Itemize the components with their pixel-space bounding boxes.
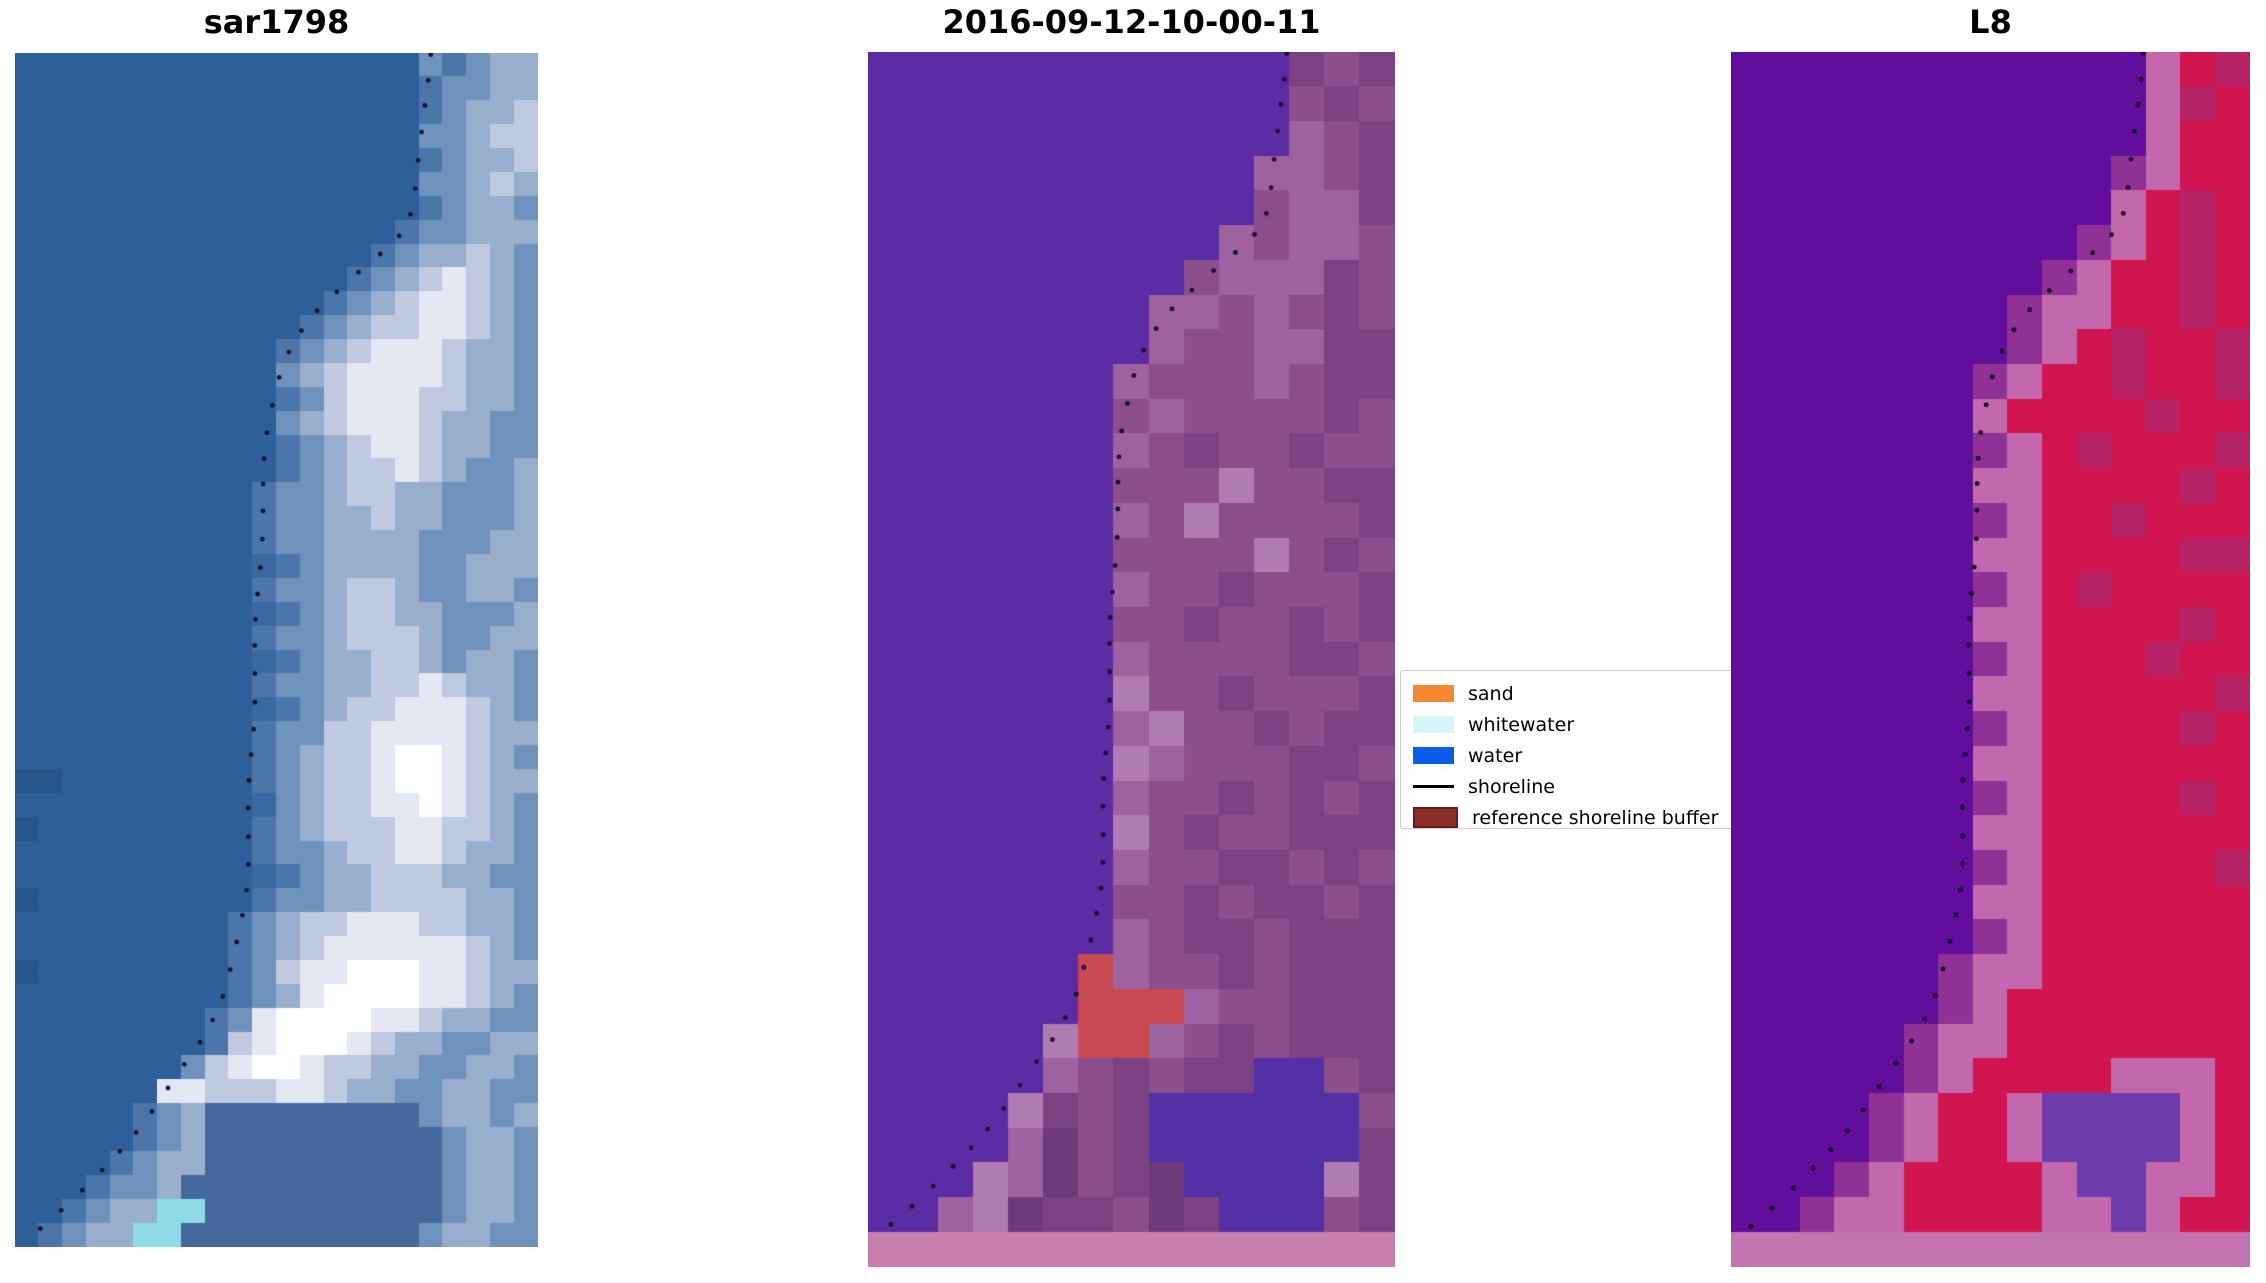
- legend-label: shoreline: [1468, 775, 1555, 798]
- shoreline-line-swatch: [1413, 785, 1454, 788]
- panel-title-date: 2016-09-12-10-00-11: [942, 3, 1321, 41]
- legend-item-water: water: [1413, 740, 1799, 771]
- classified-image: [868, 52, 1395, 1267]
- legend-item-reference-buffer: reference shoreline buffer: [1413, 802, 1799, 833]
- water-swatch: [1413, 747, 1454, 764]
- legend-label: water: [1468, 744, 1523, 767]
- panel-title-sar: sar1798: [203, 3, 350, 41]
- legend-item-sand: sand: [1413, 678, 1799, 709]
- legend-label: sand: [1468, 682, 1514, 705]
- whitewater-swatch: [1413, 716, 1454, 733]
- legend-label: whitewater: [1468, 713, 1575, 736]
- reference-buffer-swatch: [1413, 807, 1458, 828]
- legend-item-shoreline: shoreline: [1413, 771, 1799, 802]
- panel-title-l8: L8: [1969, 3, 2012, 41]
- legend-item-whitewater: whitewater: [1413, 709, 1799, 740]
- l8-image: [1731, 52, 2250, 1267]
- sar-image: [15, 53, 538, 1247]
- sand-swatch: [1413, 685, 1454, 702]
- legend-label: reference shoreline buffer: [1472, 806, 1719, 829]
